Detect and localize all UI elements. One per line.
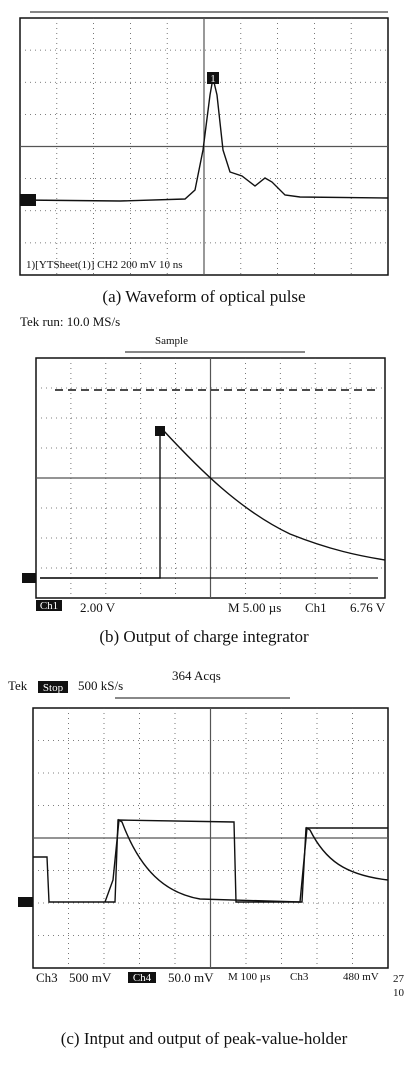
ch3-volts: 500 mV <box>69 970 112 985</box>
channel-marker <box>20 194 36 206</box>
trigger-level: 6.76 V <box>350 600 386 615</box>
ch4: Ch4 <box>133 972 152 984</box>
timebase: M 100 µs <box>228 971 270 983</box>
waveform <box>40 426 386 579</box>
trigger-level: 480 mV <box>343 971 379 983</box>
corner-top: 27 <box>393 973 405 985</box>
caption: (a) Waveform of optical pulse <box>102 287 305 306</box>
marker-box <box>207 72 219 84</box>
marker-label: 1 <box>210 73 216 85</box>
channel-marker <box>18 897 33 907</box>
ch4-box <box>128 972 156 983</box>
marker-box <box>155 426 165 436</box>
volts: 2.00 V <box>80 600 116 615</box>
rate: 500 kS/s <box>78 678 123 693</box>
header: Tek run: 10.0 MS/s <box>20 314 120 329</box>
waveform <box>19 77 389 202</box>
channel-box <box>36 600 62 611</box>
caption: (c) Intput and output of peak-value-hold… <box>61 1029 348 1048</box>
brand: Tek <box>8 678 28 693</box>
state-box <box>38 681 68 693</box>
output-waveform <box>104 818 389 903</box>
trigger-channel: Ch3 <box>290 971 309 983</box>
acqs: 364 Acqs <box>172 668 221 683</box>
readout: 1)[YTSheet(1)] CH2 200 mV 10 ns <box>26 259 183 271</box>
channel-marker <box>22 573 36 583</box>
ch3: Ch3 <box>36 970 58 985</box>
state: Stop <box>43 682 64 694</box>
trigger-channel: Ch1 <box>305 600 327 615</box>
mode: Sample <box>155 335 188 347</box>
channel: Ch1 <box>40 600 58 612</box>
timebase: M 5.00 µs <box>228 600 281 615</box>
corner-bottom: 10 <box>393 987 405 999</box>
caption: (b) Output of charge integrator <box>99 627 309 646</box>
ch4-volts: 50.0 mV <box>168 970 214 985</box>
